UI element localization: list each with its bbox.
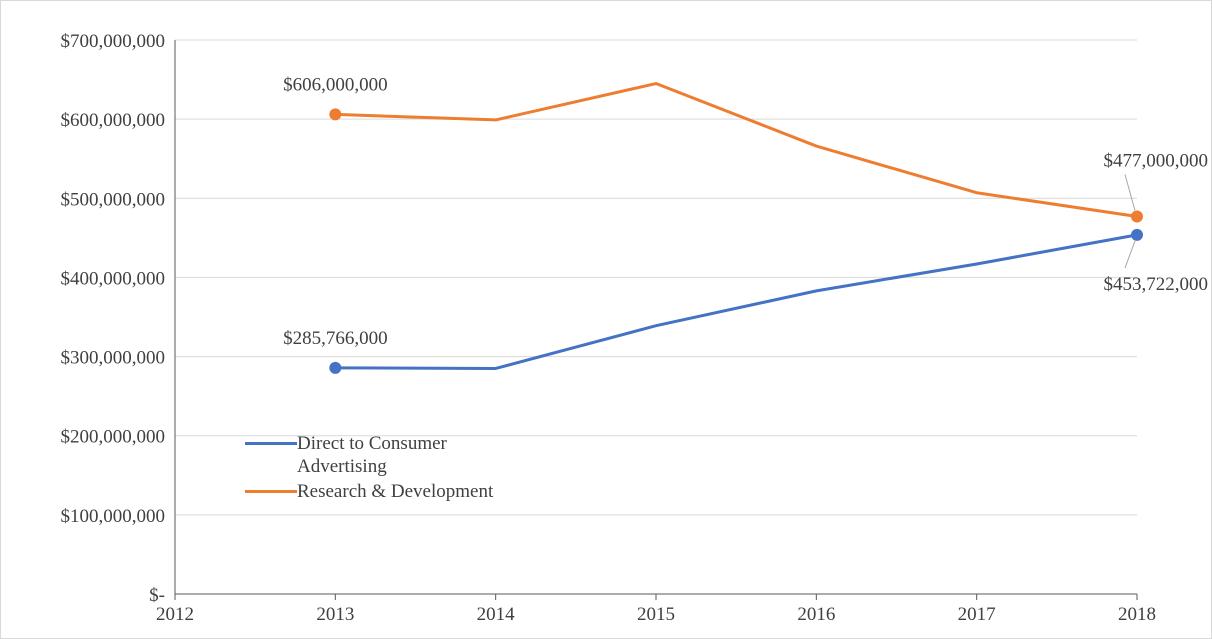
series-line	[335, 233, 1138, 370]
y-tick-label: $-	[149, 585, 165, 606]
data-label: $606,000,000	[283, 74, 388, 95]
legend-key	[245, 442, 297, 445]
x-tick-label: 2012	[156, 604, 194, 625]
series-line	[335, 82, 1138, 218]
x-tick-label: 2018	[1118, 604, 1156, 625]
legend-key	[245, 490, 297, 493]
legend-label: Direct to Consumer Advertising	[297, 433, 447, 477]
y-tick-label: $700,000,000	[61, 31, 166, 52]
x-tick-label: 2014	[477, 604, 516, 625]
legend-item: Research & Development	[245, 480, 517, 503]
x-tick-label: 2016	[797, 604, 835, 625]
data-label: $285,766,000	[283, 328, 388, 349]
leader-line	[1124, 240, 1136, 269]
point-marker	[329, 108, 342, 121]
y-tick-label: $500,000,000	[61, 189, 166, 210]
x-tick-label: 2015	[637, 604, 675, 625]
y-tick-label: $600,000,000	[61, 110, 166, 131]
point-marker	[1131, 210, 1143, 223]
legend: Direct to Consumer Advertising Research &…	[245, 432, 517, 505]
y-tick-label: $100,000,000	[61, 506, 166, 527]
x-tick-label: 2013	[316, 604, 354, 625]
point-marker	[1131, 228, 1143, 241]
y-tick-label: $200,000,000	[61, 427, 166, 448]
legend-item: Direct to Consumer Advertising	[245, 432, 517, 478]
point-marker	[329, 361, 342, 374]
data-label: $453,722,000	[1104, 274, 1209, 295]
leader-line	[1124, 174, 1136, 211]
x-tick-label: 2017	[958, 604, 996, 625]
data-label: $477,000,000	[1104, 150, 1209, 171]
legend-label: Research & Development	[297, 481, 494, 502]
y-tick-label: $300,000,000	[61, 348, 166, 369]
y-tick-label: $400,000,000	[61, 268, 166, 289]
